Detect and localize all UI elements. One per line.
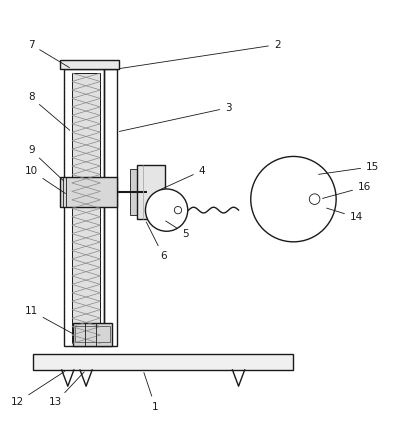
Bar — [104, 69, 117, 346]
Bar — [267, 179, 289, 219]
Bar — [72, 73, 100, 343]
Text: 13: 13 — [49, 372, 84, 408]
Text: 3: 3 — [119, 103, 232, 132]
Bar — [64, 69, 104, 346]
Text: 4: 4 — [160, 166, 205, 190]
Text: 8: 8 — [28, 93, 70, 130]
Circle shape — [251, 156, 336, 242]
Text: 14: 14 — [326, 208, 363, 222]
Text: 12: 12 — [10, 371, 64, 408]
Bar — [60, 60, 120, 69]
Text: 7: 7 — [28, 39, 69, 68]
Bar — [33, 354, 293, 370]
Bar — [130, 169, 137, 215]
Bar — [72, 73, 100, 343]
Text: 9: 9 — [28, 145, 64, 181]
Text: 15: 15 — [319, 162, 379, 175]
Text: 2: 2 — [119, 39, 281, 69]
Text: 11: 11 — [24, 306, 73, 334]
Text: 16: 16 — [323, 182, 371, 198]
Text: 6: 6 — [146, 222, 166, 261]
Bar — [60, 177, 117, 207]
Bar — [75, 326, 110, 342]
Bar — [137, 164, 165, 219]
Bar — [73, 323, 112, 346]
Text: 5: 5 — [166, 221, 189, 239]
Bar — [155, 205, 162, 215]
Text: 1: 1 — [144, 373, 159, 412]
Text: 10: 10 — [24, 166, 65, 194]
Circle shape — [145, 189, 188, 231]
Bar — [259, 175, 267, 224]
Circle shape — [174, 206, 182, 214]
Circle shape — [309, 194, 320, 204]
Bar — [271, 189, 283, 211]
